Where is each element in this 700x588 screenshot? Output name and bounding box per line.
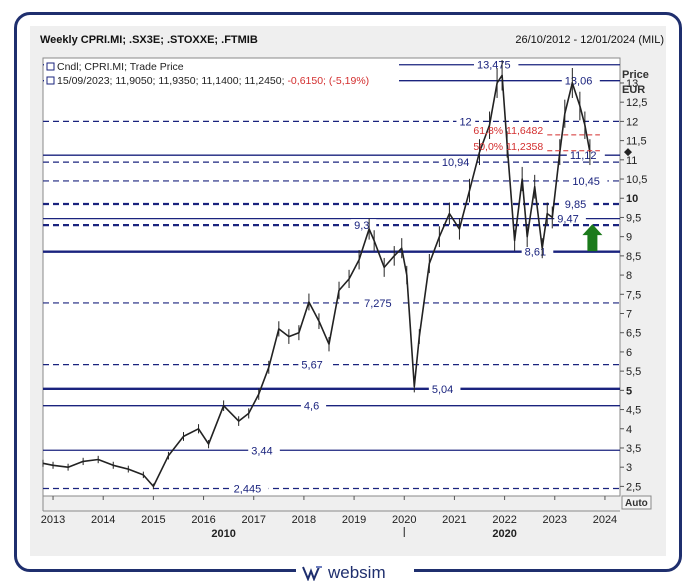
- y-tick-label: 6,5: [626, 328, 641, 340]
- plot-area: [42, 57, 621, 497]
- level-label-bg: [361, 296, 400, 309]
- websim-logo-icon: [302, 566, 322, 581]
- y-tick-label: 3,5: [626, 443, 641, 455]
- level-label: 12: [459, 116, 471, 128]
- y-tick-label: 5,5: [626, 366, 641, 378]
- y-tick-label: 9,5: [626, 212, 641, 224]
- y-tick-label: 11,5: [626, 136, 647, 148]
- price-axis-title: Price: [622, 69, 649, 81]
- level-label: 10,94: [442, 157, 470, 169]
- level-label: 13,06: [565, 76, 593, 88]
- legend-swatch: [46, 76, 55, 85]
- legend-line-2: 15/09/2023; 11,9050; 11,9350; 11,1400; 1…: [57, 75, 369, 87]
- fib-label: 50,0% 11,2358: [473, 141, 543, 153]
- x-tick-label: 2022: [492, 514, 516, 526]
- level-label: 9,85: [565, 199, 586, 211]
- y-tick-label: 8,5: [626, 251, 641, 263]
- auto-scale-button[interactable]: [621, 495, 652, 510]
- level-label-bg: [521, 245, 554, 258]
- level-label-bg: [300, 399, 327, 412]
- auto-scale-label: Auto: [625, 498, 648, 509]
- brand-name: websim: [328, 563, 386, 582]
- level-label: 10,45: [572, 176, 600, 188]
- x-tick-label: 2013: [41, 514, 65, 526]
- chart-title: Weekly CPRI.MI; .SX3E; .STOXXE; .FTMIB: [40, 34, 258, 46]
- y-tick-label: 5: [626, 385, 632, 397]
- x-tick-label: 2021: [442, 514, 466, 526]
- legend-box: [44, 59, 399, 89]
- level-label: 13,475: [477, 60, 511, 72]
- level-label: 4,6: [304, 401, 319, 413]
- decade-label: 2020: [492, 528, 516, 540]
- level-label-bg: [248, 444, 280, 457]
- level-label-bg: [561, 198, 594, 210]
- x-tick-label: 2015: [141, 514, 165, 526]
- y-tick-label: 4,5: [626, 405, 641, 417]
- x-tick-label: 2019: [342, 514, 366, 526]
- level-label: 3,44: [251, 445, 272, 457]
- decade-label: 2010: [211, 528, 235, 540]
- y-tick-label: 10: [626, 193, 638, 205]
- x-tick-label: 2018: [292, 514, 316, 526]
- level-label-bg: [474, 58, 519, 71]
- x-tick-label: 2017: [241, 514, 265, 526]
- level-label: 7,275: [364, 298, 392, 310]
- y-tick-label: 7,5: [626, 289, 641, 301]
- level-label: 2,445: [234, 484, 262, 496]
- legend-line-1: Cndl; CPRI.MI; Trade Price: [57, 61, 184, 73]
- x-tick-label: 2024: [593, 514, 617, 526]
- date-range: 26/10/2012 - 12/01/2024 (MIL): [515, 34, 664, 46]
- level-label-bg: [230, 482, 269, 495]
- y-tick-label: 4: [626, 424, 632, 436]
- level-label: 11,12: [570, 150, 597, 162]
- level-label-bg: [351, 219, 377, 232]
- level-label-bg: [569, 174, 608, 187]
- x-tick-label: 2014: [91, 514, 115, 526]
- buy-arrow-icon: [582, 224, 603, 252]
- level-label: 5,04: [432, 384, 453, 396]
- level-label-bg: [298, 358, 330, 371]
- y-tick-label: 12: [626, 116, 638, 128]
- last-price-marker: [624, 148, 632, 157]
- y-tick-label: 11: [626, 155, 637, 167]
- x-tick-label: 2020: [392, 514, 416, 526]
- price-axis-unit: EUR: [622, 84, 645, 96]
- level-label: 5,67: [301, 360, 322, 372]
- x-tick-label: 2016: [191, 514, 215, 526]
- y-tick-label: 8: [626, 270, 632, 282]
- y-tick-label: 3: [626, 462, 632, 474]
- level-label-bg: [438, 156, 477, 169]
- level-label-bg: [554, 212, 586, 225]
- legend-swatch: [46, 62, 55, 71]
- y-tick-label: 12,5: [626, 97, 647, 109]
- y-tick-label: 6: [626, 347, 632, 359]
- level-label: 8,61: [525, 247, 546, 259]
- y-tick-label: 13: [626, 78, 638, 90]
- y-tick-label: 2,5: [626, 481, 641, 493]
- y-tick-label: 9: [626, 232, 632, 244]
- y-tick-label: 10,5: [626, 174, 647, 186]
- fib-label: 61,8% 11,6482: [473, 125, 543, 137]
- brand-logo: websim: [296, 562, 414, 584]
- price-series: [42, 74, 591, 488]
- level-label: 9,3: [354, 220, 369, 232]
- level-label: 9,47: [557, 214, 578, 226]
- x-tick-label: 2023: [543, 514, 567, 526]
- y-tick-label: 7: [626, 309, 632, 321]
- level-label-bg: [428, 382, 461, 395]
- level-label-bg: [561, 74, 600, 87]
- level-label-bg: [456, 115, 476, 128]
- level-label-bg: [566, 149, 605, 162]
